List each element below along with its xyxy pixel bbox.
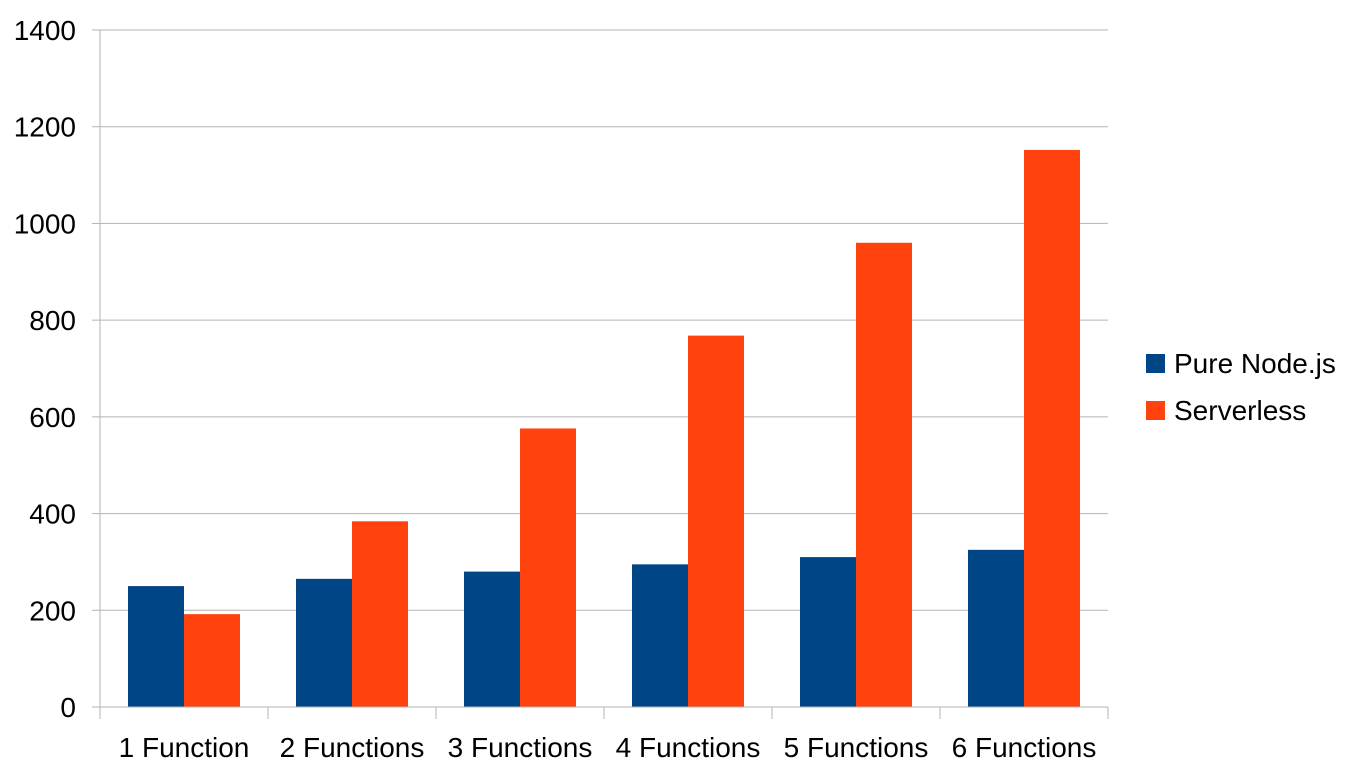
y-tick-label: 200 (29, 595, 76, 626)
bar-pure-node-js-5 (800, 557, 856, 707)
x-tick-label: 6 Functions (952, 732, 1097, 763)
axes (99, 30, 1108, 708)
y-tick-label: 800 (29, 305, 76, 336)
bar-serverless-2 (352, 521, 408, 707)
bar-pure-node-js-6 (968, 549, 1024, 707)
x-tick-label: 4 Functions (616, 732, 761, 763)
bars (128, 149, 1080, 707)
legend-swatch (1146, 401, 1165, 420)
y-tick-label: 0 (60, 692, 76, 723)
legend-label: Serverless (1174, 395, 1306, 426)
legend-label: Pure Node.js (1174, 348, 1336, 379)
y-tick-label: 1000 (14, 208, 76, 239)
y-tick-label: 1200 (14, 112, 76, 143)
y-axis-ticks: 0 200 400 600 800 1000 1200 1400 (14, 15, 100, 723)
legend-swatch (1146, 354, 1165, 373)
bar-serverless-1 (184, 614, 240, 707)
x-tick-label: 3 Functions (448, 732, 593, 763)
x-axis-ticks: 1 Function 2 Functions 3 Functions 4 Functi… (99, 707, 1109, 763)
y-tick-label: 1400 (14, 15, 76, 46)
x-tick-label: 1 Function (119, 732, 250, 763)
y-tick-label: 600 (29, 402, 76, 433)
bar-pure-node-js-1 (128, 586, 184, 707)
x-tick-label: 5 Functions (784, 732, 929, 763)
bar-pure-node-js-4 (632, 564, 688, 707)
grid-lines (100, 29, 1108, 708)
bar-serverless-3 (520, 428, 576, 707)
x-tick-label: 2 Functions (280, 732, 425, 763)
bar-pure-node-js-2 (296, 578, 352, 707)
y-tick-label: 400 (29, 499, 76, 530)
legend: Pure Node.js Serverless (1146, 348, 1336, 426)
bar-serverless-6 (1024, 149, 1080, 707)
bar-serverless-5 (856, 242, 912, 707)
bar-pure-node-js-3 (464, 571, 520, 707)
bar-serverless-4 (688, 335, 744, 707)
